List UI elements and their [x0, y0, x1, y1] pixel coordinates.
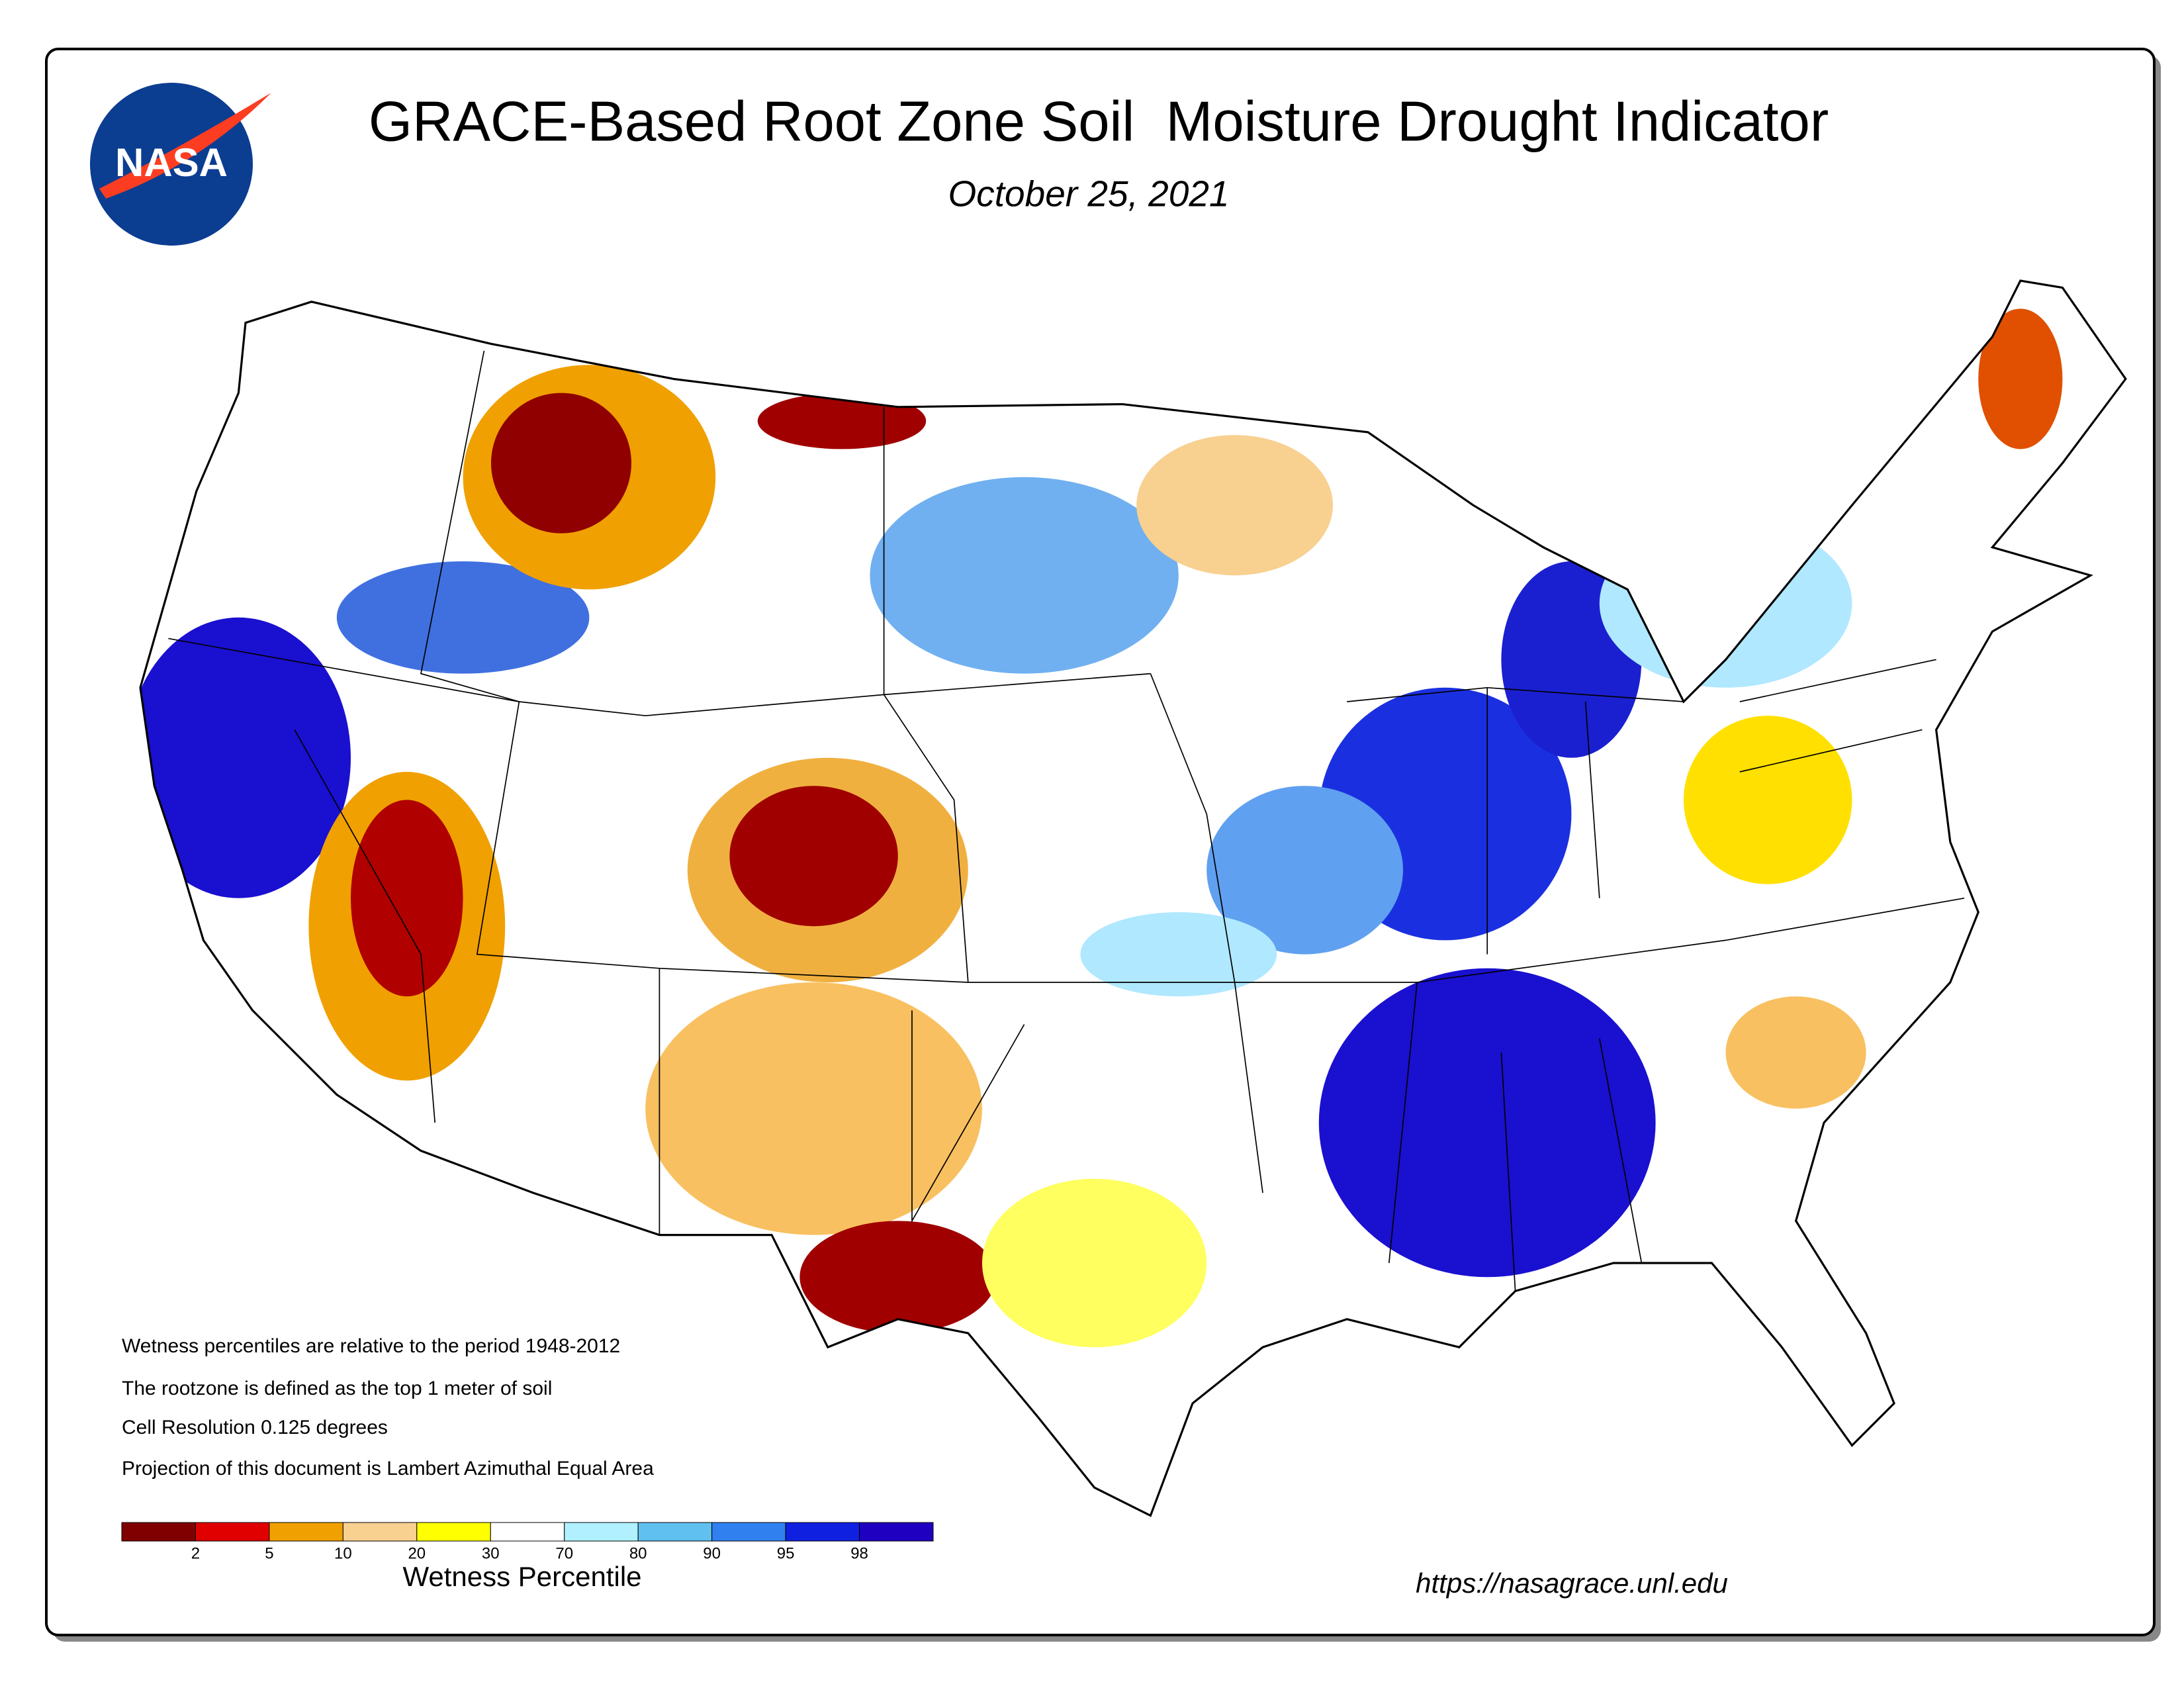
legend-tick-label: 10 — [334, 1544, 352, 1562]
region-dry — [799, 1221, 997, 1333]
legend-swatch — [859, 1522, 934, 1542]
state-line — [420, 350, 1235, 983]
note: The rootzone is defined as the top 1 met… — [122, 1378, 552, 1399]
state-lines — [168, 350, 1965, 1291]
note: Projection of this document is Lambert A… — [122, 1458, 654, 1479]
legend-tick-label: 80 — [629, 1544, 647, 1562]
legend-tick-label: 20 — [408, 1544, 426, 1562]
state-line — [294, 729, 436, 1123]
legend-swatch — [342, 1522, 418, 1542]
state-line — [1388, 982, 1643, 1291]
state-line — [911, 1010, 1025, 1223]
logo-text: NASA — [115, 140, 228, 185]
logo-swoosh — [99, 93, 271, 199]
state-line — [1739, 659, 1936, 773]
legend-swatch — [269, 1522, 343, 1542]
legend-tick-label: 5 — [265, 1544, 273, 1562]
region-dry — [1978, 308, 2063, 449]
legend-swatch — [416, 1522, 491, 1542]
region-dry — [981, 1178, 1207, 1348]
legend-tick-label: 2 — [191, 1544, 200, 1562]
region-wet — [336, 561, 590, 674]
legend-tick-label: 30 — [482, 1544, 500, 1562]
legend-swatch — [637, 1522, 713, 1542]
legend-swatch — [711, 1522, 786, 1542]
legend-title: Wetness Percentile — [402, 1561, 641, 1592]
note: Wetness percentiles are relative to the … — [122, 1335, 620, 1357]
state-line — [883, 406, 969, 983]
legend-swatch — [785, 1522, 860, 1542]
region-wet — [140, 617, 351, 898]
region-moist — [1080, 912, 1277, 997]
notes: Wetness percentiles are relative to the … — [122, 1335, 654, 1479]
region-dry — [1683, 716, 1852, 884]
region-dry — [351, 800, 463, 997]
legend-tick-label: 70 — [555, 1544, 573, 1562]
region-dry — [645, 982, 982, 1235]
region-wet — [1206, 786, 1403, 955]
legend-tick-label: 98 — [850, 1544, 868, 1562]
state-line — [168, 637, 1151, 717]
region-dry — [729, 786, 898, 927]
region-dry — [490, 393, 631, 534]
title: GRACE-Based Root Zone Soil Moisture Drou… — [369, 90, 1829, 153]
legend-tick-label: 90 — [703, 1544, 721, 1562]
legend-swatch — [121, 1522, 196, 1542]
state-line — [1234, 897, 1965, 983]
state-line — [1150, 673, 1263, 1194]
legend: Wetness Percentile 2 5 10 20 30 70 80 90 95 98 — [121, 1522, 934, 1592]
note: Cell Resolution 0.125 degrees — [122, 1417, 388, 1438]
source-url: https://nasagrace.unl.edu — [1416, 1568, 1728, 1599]
nasa-logo: NASA — [90, 83, 271, 246]
region-wet — [1318, 968, 1656, 1278]
region-dry — [1136, 435, 1333, 576]
date: October 25, 2021 — [948, 173, 1229, 214]
state-line — [1347, 686, 1684, 955]
legend-swatch — [490, 1522, 565, 1542]
region-dry — [1725, 996, 1866, 1109]
legend-tick-label: 95 — [777, 1544, 795, 1562]
region-wet — [870, 477, 1179, 674]
legend-swatch — [195, 1522, 270, 1542]
legend-swatch — [564, 1522, 639, 1542]
